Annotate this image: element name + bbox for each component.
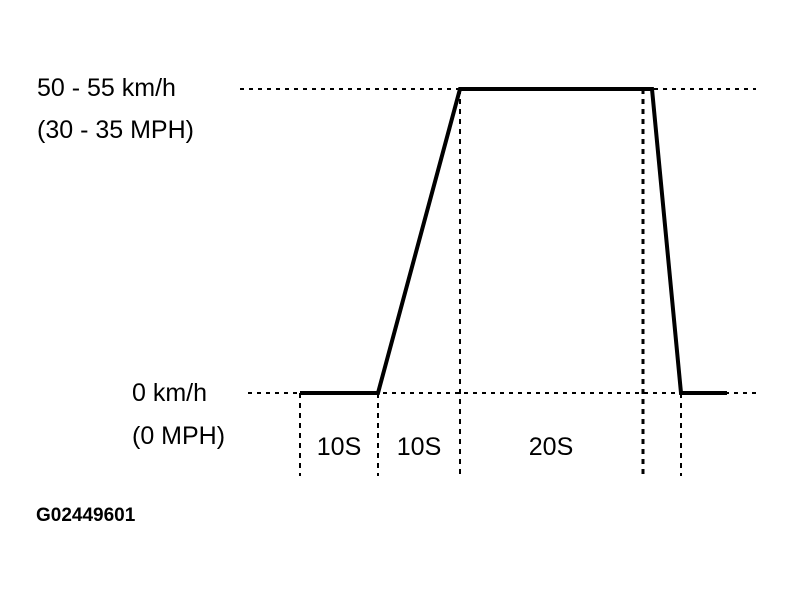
top-speed-mph-label: (30 - 35 MPH) bbox=[37, 116, 194, 144]
zero-speed-mph-label: (0 MPH) bbox=[132, 422, 226, 450]
phase-idle-duration: 10S bbox=[316, 433, 362, 461]
phase-cruise-duration: 20S bbox=[528, 433, 574, 461]
phase-accel-duration: 10S bbox=[396, 433, 442, 461]
zero-speed-kmh-label: 0 km/h bbox=[132, 379, 208, 407]
figure-id: G02449601 bbox=[36, 505, 136, 526]
speed-profile-line bbox=[300, 87, 727, 395]
top-speed-kmh-label: 50 - 55 km/h bbox=[37, 74, 176, 102]
